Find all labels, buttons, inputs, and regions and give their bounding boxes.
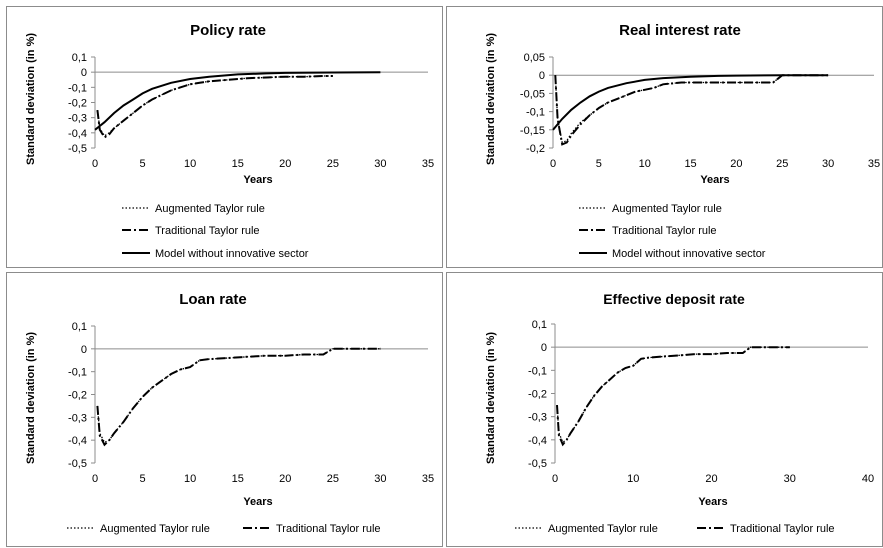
x-tick-label: 5 bbox=[140, 158, 146, 170]
legend-label-traditional-taylor-rule: Traditional Taylor rule bbox=[155, 225, 260, 237]
series-line-model-without-innovative-sector bbox=[94, 71, 381, 131]
x-tick-label: 15 bbox=[232, 158, 244, 170]
x-axis-label: Years bbox=[243, 496, 272, 508]
chart-svg-effective-deposit-rate: Effective deposit rate Years Standard de… bbox=[485, 291, 874, 535]
y-tick-label: -0,4 bbox=[68, 128, 87, 140]
legend-label-traditional-taylor-rule: Traditional Taylor rule bbox=[276, 523, 381, 535]
series-line-augmented-taylor-rule bbox=[556, 346, 790, 444]
legend-label-augmented-taylor-rule: Augmented Taylor rule bbox=[612, 203, 722, 215]
y-axis-label: Standard deviation (in %) bbox=[485, 332, 497, 464]
x-tick-label: 10 bbox=[184, 473, 196, 485]
legend-label-traditional-taylor-rule: Traditional Taylor rule bbox=[612, 225, 717, 237]
x-tick-label: 20 bbox=[279, 158, 291, 170]
x-tick-label: 35 bbox=[868, 158, 880, 170]
chart-svg-policy-rate: Policy rate Years Standard deviation (in… bbox=[25, 22, 434, 260]
x-axis-label: Years bbox=[243, 174, 272, 186]
y-tick-label: -0,2 bbox=[68, 98, 87, 110]
y-tick-label: 0,1 bbox=[72, 321, 87, 333]
chart-title: Policy rate bbox=[190, 22, 266, 39]
chart-svg-real-interest-rate: Real interest rate Years Standard deviat… bbox=[485, 22, 880, 260]
x-tick-label: 30 bbox=[822, 158, 834, 170]
x-tick-label: 10 bbox=[184, 158, 196, 170]
series-line-augmented-taylor-rule bbox=[96, 75, 333, 137]
x-tick-label: 35 bbox=[422, 473, 434, 485]
y-tick-label: -0,1 bbox=[526, 107, 545, 119]
y-tick-label: 0 bbox=[539, 70, 545, 82]
y-tick-label: -0,5 bbox=[68, 458, 87, 470]
legend-label-augmented-taylor-rule: Augmented Taylor rule bbox=[155, 203, 265, 215]
x-tick-label: 25 bbox=[776, 158, 788, 170]
y-tick-label: -0,3 bbox=[68, 412, 87, 424]
y-tick-label: -0,05 bbox=[520, 88, 545, 100]
series-line-traditional-taylor-rule bbox=[556, 346, 790, 447]
x-tick-label: 15 bbox=[232, 473, 244, 485]
y-tick-label: -0,3 bbox=[528, 412, 547, 424]
x-tick-label: 0 bbox=[92, 473, 98, 485]
legend-label-augmented-taylor-rule: Augmented Taylor rule bbox=[548, 523, 658, 535]
legend-label-model-without-innovative-sector: Model without innovative sector bbox=[155, 248, 309, 260]
series-line-traditional-taylor-rule bbox=[96, 347, 381, 447]
y-tick-label: 0,05 bbox=[524, 52, 545, 64]
legend-label-traditional-taylor-rule: Traditional Taylor rule bbox=[730, 523, 835, 535]
y-tick-label: 0 bbox=[541, 342, 547, 354]
legend-label-augmented-taylor-rule: Augmented Taylor rule bbox=[100, 523, 210, 535]
x-tick-label: 10 bbox=[627, 473, 639, 485]
y-tick-label: -0,1 bbox=[68, 82, 87, 94]
x-tick-label: 10 bbox=[639, 158, 651, 170]
y-axis-label: Standard deviation (in %) bbox=[25, 33, 37, 165]
x-tick-label: 35 bbox=[422, 158, 434, 170]
x-tick-label: 5 bbox=[140, 473, 146, 485]
y-tick-label: -0,5 bbox=[68, 143, 87, 155]
x-tick-label: 0 bbox=[552, 473, 558, 485]
x-tick-label: 25 bbox=[327, 473, 339, 485]
series-line-traditional-taylor-rule bbox=[96, 75, 333, 139]
x-tick-label: 30 bbox=[374, 158, 386, 170]
x-axis-label: Years bbox=[700, 174, 729, 186]
series-line-traditional-taylor-rule bbox=[554, 74, 829, 146]
series-line-augmented-taylor-rule bbox=[96, 348, 381, 444]
y-tick-label: 0,1 bbox=[72, 52, 87, 64]
x-tick-label: 20 bbox=[730, 158, 742, 170]
x-tick-label: 25 bbox=[327, 158, 339, 170]
y-tick-label: -0,5 bbox=[528, 458, 547, 470]
y-tick-label: 0 bbox=[81, 67, 87, 79]
x-axis-label: Years bbox=[698, 496, 727, 508]
y-tick-label: -0,1 bbox=[528, 365, 547, 377]
chart-panel-real-interest-rate: Real interest rate Years Standard deviat… bbox=[446, 6, 883, 268]
y-tick-label: -0,2 bbox=[528, 389, 547, 401]
x-tick-label: 30 bbox=[374, 473, 386, 485]
chart-panel-loan-rate: Loan rate Years Standard deviation (in %… bbox=[6, 272, 443, 547]
x-tick-label: 20 bbox=[279, 473, 291, 485]
y-tick-label: -0,1 bbox=[68, 367, 87, 379]
y-tick-label: -0,2 bbox=[526, 143, 545, 155]
y-axis-label: Standard deviation (in %) bbox=[25, 332, 37, 464]
chart-title: Effective deposit rate bbox=[603, 291, 745, 307]
y-tick-label: -0,15 bbox=[520, 125, 545, 137]
x-tick-label: 30 bbox=[784, 473, 796, 485]
x-tick-label: 20 bbox=[705, 473, 717, 485]
y-tick-label: 0,1 bbox=[532, 319, 547, 331]
y-axis-label: Standard deviation (in %) bbox=[485, 33, 497, 165]
x-tick-label: 40 bbox=[862, 473, 874, 485]
chart-panel-effective-deposit-rate: Effective deposit rate Years Standard de… bbox=[446, 272, 883, 547]
y-tick-label: -0,4 bbox=[528, 435, 547, 447]
x-tick-label: 5 bbox=[596, 158, 602, 170]
chart-title: Real interest rate bbox=[619, 22, 741, 39]
x-tick-label: 0 bbox=[92, 158, 98, 170]
y-tick-label: -0,2 bbox=[68, 390, 87, 402]
chart-panel-policy-rate: Policy rate Years Standard deviation (in… bbox=[6, 6, 443, 268]
y-tick-label: -0,3 bbox=[68, 113, 87, 125]
series-line-model-without-innovative-sector bbox=[552, 74, 829, 131]
chart-title: Loan rate bbox=[179, 291, 247, 308]
x-tick-label: 15 bbox=[684, 158, 696, 170]
chart-svg-loan-rate: Loan rate Years Standard deviation (in %… bbox=[25, 291, 434, 535]
y-tick-label: -0,4 bbox=[68, 435, 87, 447]
x-tick-label: 0 bbox=[550, 158, 556, 170]
y-tick-label: 0 bbox=[81, 344, 87, 356]
legend-label-model-without-innovative-sector: Model without innovative sector bbox=[612, 248, 766, 260]
